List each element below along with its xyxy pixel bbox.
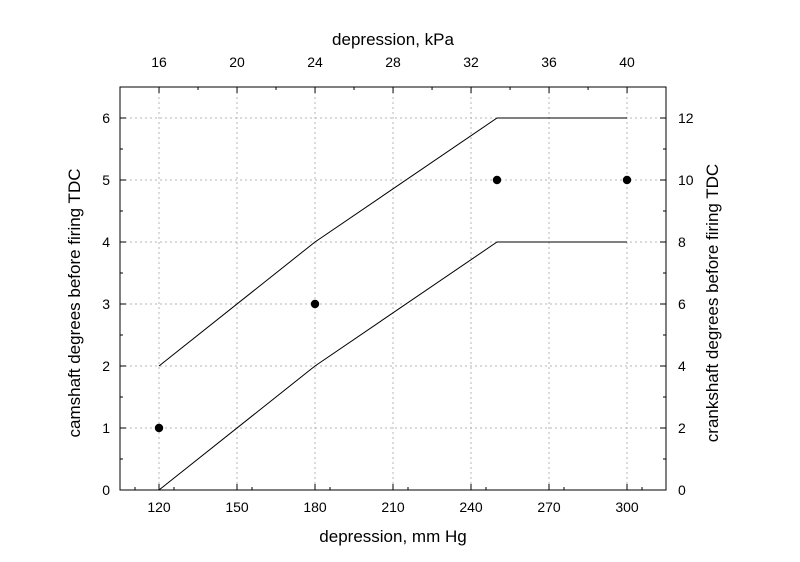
y-tick-label: 2 xyxy=(102,358,110,374)
x-axis-title: depression, mm Hg xyxy=(319,527,466,546)
y2-tick-label: 10 xyxy=(678,172,694,188)
y-tick-label: 1 xyxy=(102,420,110,436)
data-point xyxy=(492,175,502,185)
x2-tick-label: 24 xyxy=(307,54,323,70)
y2-tick-label: 2 xyxy=(678,420,686,436)
y2-tick-label: 6 xyxy=(678,296,686,312)
x2-tick-label: 20 xyxy=(229,54,245,70)
y2-tick-label: 4 xyxy=(678,358,686,374)
data-point xyxy=(310,299,320,309)
y-tick-label: 4 xyxy=(102,234,110,250)
y-tick-label: 5 xyxy=(102,172,110,188)
x-tick-label: 150 xyxy=(225,499,249,515)
x-tick-label: 240 xyxy=(459,499,483,515)
y2-tick-label: 8 xyxy=(678,234,686,250)
y-tick-label: 6 xyxy=(102,110,110,126)
series-line-1 xyxy=(158,117,627,367)
x2-tick-label: 36 xyxy=(541,54,557,70)
y2-axis-title: crankshaft degrees before firing TDC xyxy=(703,164,722,442)
data-point xyxy=(154,423,164,433)
grid xyxy=(120,87,666,490)
x2-tick-label: 28 xyxy=(385,54,401,70)
x2-tick-label: 40 xyxy=(619,54,635,70)
x-tick-label: 180 xyxy=(303,499,327,515)
y-tick-label: 3 xyxy=(102,296,110,312)
x-tick-label: 120 xyxy=(147,499,171,515)
series xyxy=(154,117,632,491)
series-line-2 xyxy=(158,241,627,491)
x2-tick-label: 16 xyxy=(151,54,167,70)
x2-tick-label: 32 xyxy=(463,54,479,70)
x2-axis-title: depression, kPa xyxy=(332,30,454,49)
y2-tick-label: 0 xyxy=(678,482,686,498)
x-tick-label: 210 xyxy=(381,499,405,515)
y-axis-title: camshaft degrees before firing TDC xyxy=(65,169,84,438)
x-tick-label: 300 xyxy=(615,499,639,515)
y-tick-label: 0 xyxy=(102,482,110,498)
y2-tick-label: 12 xyxy=(678,110,694,126)
data-point xyxy=(622,175,632,185)
x-tick-label: 270 xyxy=(537,499,561,515)
